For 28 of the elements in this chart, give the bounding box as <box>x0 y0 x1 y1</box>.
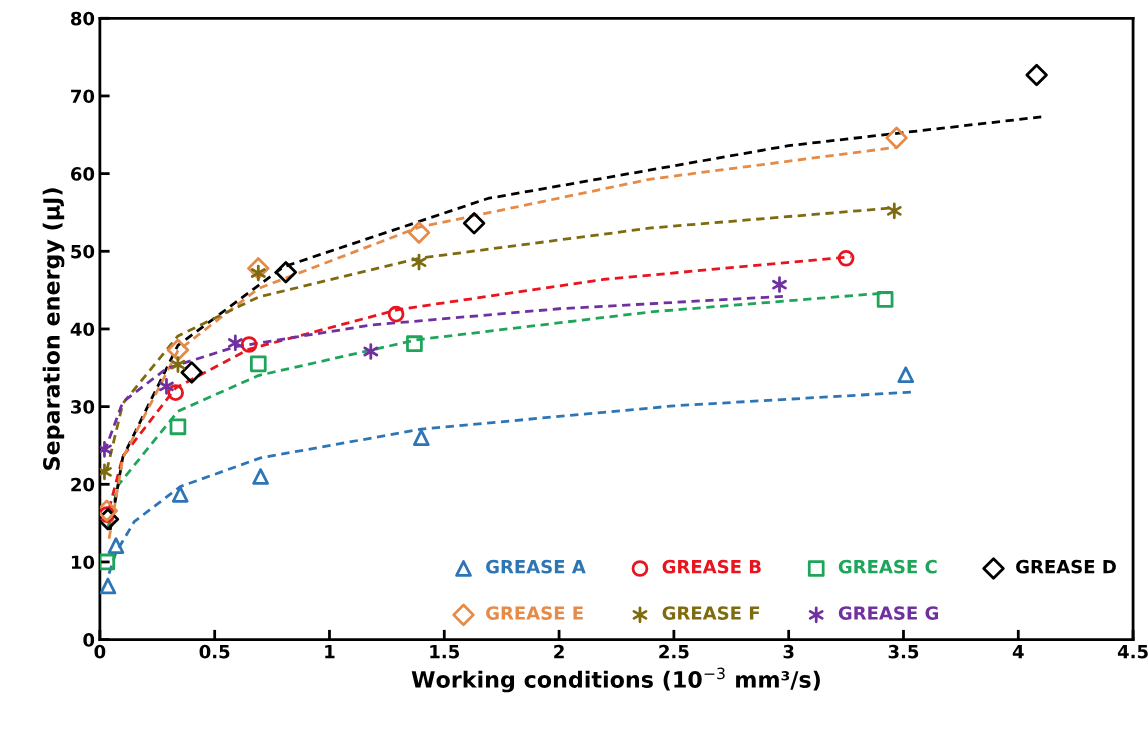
legend-label: GREASE C <box>838 559 937 574</box>
y-tick-label: 50 <box>71 244 95 259</box>
legend-label: GREASE E <box>486 606 583 620</box>
x-axis-title: Working conditions (10$^{−3}$ mm³/s) <box>411 667 820 693</box>
y-tick-label: 80 <box>70 11 95 26</box>
y-tick-label: 30 <box>71 400 95 414</box>
legend-label: GREASE D <box>1016 559 1116 574</box>
y-axis-title: Separation energy (µJ) <box>42 188 65 470</box>
x-tick-label: 1.5 <box>430 645 460 659</box>
legend-label: GREASE A <box>486 559 586 574</box>
y-tick-label: 0 <box>83 633 95 647</box>
x-tick-label: 3.5 <box>888 644 919 659</box>
x-tick-label: 0.5 <box>199 644 230 659</box>
x-tick-label: 4.5 <box>1117 645 1148 659</box>
y-tick-label: 70 <box>71 89 95 104</box>
x-tick-label: 3 <box>783 644 794 659</box>
y-tick-label: 20 <box>71 477 95 492</box>
legend-label: GREASE F <box>662 606 760 620</box>
y-tick-label: 10 <box>71 555 95 570</box>
x-tick-label: 4 <box>1012 645 1024 659</box>
y-tick-label: 60 <box>71 167 95 181</box>
x-tick-label: 0 <box>94 644 106 659</box>
x-tick-label: 2.5 <box>659 644 689 659</box>
x-tick-label: 2 <box>554 644 564 659</box>
y-tick-label: 40 <box>70 322 95 337</box>
legend-label: GREASE B <box>662 559 761 574</box>
legend-label: GREASE G <box>838 606 939 620</box>
x-tick-label: 1 <box>325 645 335 659</box>
